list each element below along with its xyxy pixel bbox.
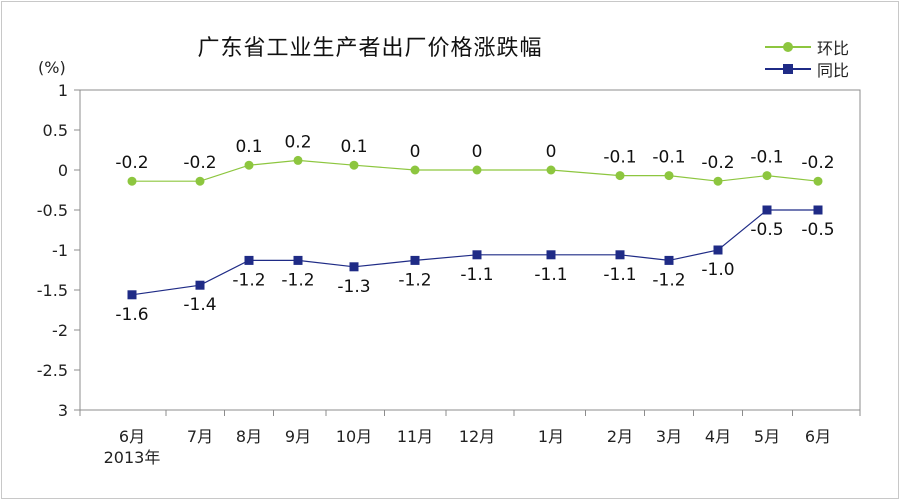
plot-area-border <box>79 89 861 411</box>
data-label-tongbi: -1.2 <box>281 270 314 290</box>
y-tick-label: 0 <box>58 161 68 180</box>
data-point-tongbi <box>546 250 556 260</box>
data-label-huanbi: -0.1 <box>750 148 783 168</box>
data-point-huanbi <box>410 165 420 175</box>
x-tick-label: 6月 <box>805 427 831 446</box>
legend-label-tongbi: 同比 <box>817 61 850 80</box>
x-tick-label: 11月 <box>397 427 433 446</box>
x-tick-label: 7月 <box>187 427 213 446</box>
data-label-huanbi: -0.1 <box>652 148 685 168</box>
data-point-tongbi <box>244 255 254 265</box>
legend-label-huanbi: 环比 <box>817 39 850 58</box>
data-point-huanbi <box>615 171 625 181</box>
data-label-tongbi: -1.2 <box>232 270 265 290</box>
x-tick-label: 4月 <box>705 427 731 446</box>
x-tick-label: 3月 <box>656 427 682 446</box>
y-tick-label: -1 <box>52 241 68 260</box>
y-tick-label: -0.5 <box>37 201 68 220</box>
data-label-tongbi: -1.3 <box>337 277 370 297</box>
y-axis-unit: (%) <box>38 58 66 77</box>
x-tick-label: 9月 <box>285 427 311 446</box>
data-label-tongbi: -1.2 <box>398 270 431 290</box>
data-point-huanbi <box>293 155 303 165</box>
data-point-tongbi <box>127 290 137 300</box>
data-point-tongbi <box>813 205 823 215</box>
data-label-huanbi: -0.1 <box>603 148 636 168</box>
chart-title: 广东省工业生产者出厂价格涨跌幅 <box>197 36 543 61</box>
x-tick-label: 2月 <box>607 427 633 446</box>
data-label-tongbi: -1.1 <box>603 265 636 285</box>
data-point-huanbi <box>664 171 674 181</box>
legend-marker-circle-icon <box>765 40 811 54</box>
y-tick-label: -2.5 <box>37 361 68 380</box>
data-point-tongbi <box>410 255 420 265</box>
data-point-huanbi <box>713 176 723 186</box>
data-point-huanbi <box>546 165 556 175</box>
data-label-tongbi: -1.0 <box>701 260 734 280</box>
data-point-huanbi <box>244 160 254 170</box>
x-tick-label: 5月 <box>754 427 780 446</box>
y-tick-label: -1.5 <box>37 281 68 300</box>
data-point-tongbi <box>472 250 482 260</box>
y-tick-label: 1 <box>58 81 68 100</box>
data-point-huanbi <box>127 176 137 186</box>
data-point-tongbi <box>615 250 625 260</box>
data-point-huanbi <box>472 165 482 175</box>
x-tick-label: 12月 <box>459 427 495 446</box>
x-year-label: 2013年 <box>104 448 161 467</box>
x-tick-label: 6月 <box>119 427 145 446</box>
data-label-huanbi: 0 <box>546 142 557 162</box>
y-tick-label: 0.5 <box>43 121 68 140</box>
data-point-tongbi <box>713 245 723 255</box>
data-label-huanbi: -0.2 <box>183 153 216 173</box>
data-label-tongbi: -1.2 <box>652 270 685 290</box>
data-label-huanbi: 0.1 <box>235 137 262 157</box>
data-point-tongbi <box>762 205 772 215</box>
y-tick-label: -2 <box>52 321 68 340</box>
data-label-huanbi: 0 <box>410 142 421 162</box>
data-point-huanbi <box>349 160 359 170</box>
data-label-huanbi: -0.2 <box>701 153 734 173</box>
data-point-tongbi <box>664 255 674 265</box>
data-label-huanbi: 0 <box>472 142 483 162</box>
data-label-huanbi: -0.2 <box>115 153 148 173</box>
chart-legend: 环比 同比 <box>765 36 849 80</box>
data-point-tongbi <box>349 262 359 272</box>
x-tick-label: 10月 <box>336 427 372 446</box>
legend-item-huanbi: 环比 <box>765 36 849 58</box>
data-label-huanbi: 0.1 <box>340 137 367 157</box>
data-label-tongbi: -0.5 <box>801 220 834 240</box>
x-tick-label: 1月 <box>538 427 564 446</box>
data-point-huanbi <box>813 176 823 186</box>
data-label-huanbi: 0.2 <box>284 132 311 152</box>
x-tick-label: 8月 <box>236 427 262 446</box>
data-point-tongbi <box>293 255 303 265</box>
data-label-tongbi: -1.6 <box>115 305 148 325</box>
y-tick-label: 3 <box>58 401 68 420</box>
legend-marker-square-icon <box>765 62 811 76</box>
data-label-tongbi: -0.5 <box>750 220 783 240</box>
legend-item-tongbi: 同比 <box>765 58 849 80</box>
data-point-tongbi <box>195 280 205 290</box>
data-point-huanbi <box>195 176 205 186</box>
data-label-tongbi: -1.4 <box>183 295 216 315</box>
data-point-huanbi <box>762 171 772 181</box>
data-label-tongbi: -1.1 <box>460 265 493 285</box>
data-label-huanbi: -0.2 <box>801 153 834 173</box>
data-label-tongbi: -1.1 <box>534 265 567 285</box>
